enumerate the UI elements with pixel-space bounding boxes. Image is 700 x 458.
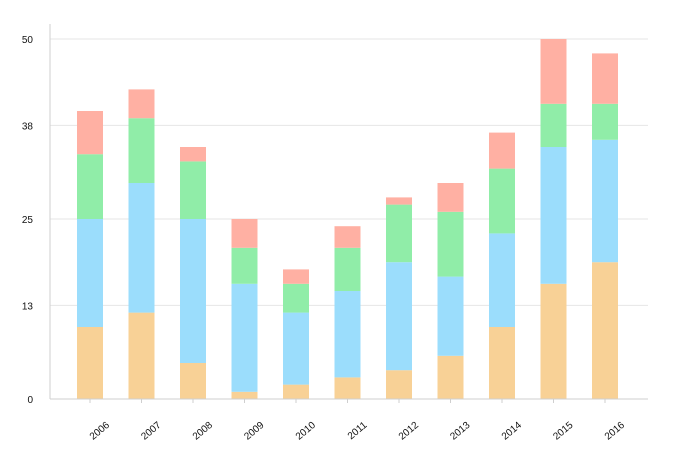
bar-segment-2009-s3	[231, 247, 258, 284]
bar-segment-2012-s1	[386, 370, 412, 399]
bar-segment-2011-s3	[334, 247, 361, 291]
bars	[77, 39, 618, 399]
bar-segment-2014-s4	[489, 132, 515, 169]
bar-segment-2010-s3	[283, 283, 309, 313]
x-tick-label: 2006	[88, 420, 112, 443]
bar-segment-2009-s1	[231, 391, 258, 399]
bar-segment-2013-s2	[437, 276, 464, 356]
bar-segment-2007-s1	[128, 312, 155, 399]
bar-segment-2008-s4	[180, 147, 206, 162]
bar-segment-2007-s2	[128, 183, 155, 313]
bar-segment-2006-s3	[77, 154, 103, 219]
bar-segment-2013-s3	[437, 211, 464, 277]
bar-segment-2012-s3	[386, 204, 412, 263]
bar-segment-2016-s4	[592, 53, 618, 104]
bar-segment-2006-s1	[77, 327, 103, 399]
bar-segment-2008-s1	[180, 363, 206, 399]
bar-segment-2010-s2	[283, 312, 309, 385]
y-tick-label: 25	[22, 215, 34, 226]
bar-segment-2013-s1	[437, 355, 464, 399]
x-tick-label: 2009	[242, 420, 266, 443]
bar-segment-2015-s3	[540, 103, 567, 147]
x-tick-label: 2015	[551, 420, 575, 443]
x-tick-label: 2008	[191, 420, 215, 443]
bar-segment-2016-s2	[592, 139, 618, 263]
bar-segment-2008-s2	[180, 219, 206, 363]
bar-segment-2015-s2	[540, 147, 567, 284]
bar-segment-2016-s1	[592, 262, 618, 399]
bar-segment-2006-s2	[77, 219, 103, 327]
bar-segment-2014-s1	[489, 327, 515, 399]
bar-segment-2010-s4	[283, 269, 309, 284]
bar-segment-2011-s1	[334, 377, 361, 399]
bar-segment-2009-s4	[231, 219, 258, 248]
y-tick-label: 38	[22, 121, 34, 132]
x-tick-label: 2014	[500, 420, 524, 443]
x-tick-label: 2011	[346, 420, 370, 443]
bar-segment-2014-s3	[489, 168, 515, 234]
bar-segment-2013-s4	[437, 183, 464, 212]
bar-segment-2011-s4	[334, 226, 361, 248]
x-tick-label: 2012	[397, 420, 421, 443]
bar-segment-2006-s4	[77, 111, 103, 155]
bar-segment-2015-s1	[540, 283, 567, 399]
y-tick-label: 13	[22, 301, 34, 312]
bar-segment-2008-s3	[180, 161, 206, 219]
bar-segment-2007-s4	[128, 89, 155, 119]
bar-segment-2015-s4	[540, 39, 567, 104]
x-tick-label: 2016	[603, 420, 627, 443]
bar-segment-2016-s3	[592, 103, 618, 140]
bar-segment-2012-s2	[386, 262, 412, 371]
x-tick-label: 2007	[139, 420, 163, 443]
axes	[49, 24, 648, 403]
y-tick-label: 0	[27, 395, 33, 406]
bar-segment-2009-s2	[231, 283, 258, 392]
y-tick-label: 50	[22, 35, 34, 46]
bar-segment-2010-s1	[283, 384, 309, 399]
x-tick-label: 2010	[294, 420, 318, 443]
bar-segment-2014-s2	[489, 233, 515, 327]
bar-segment-2011-s2	[334, 291, 361, 378]
bar-segment-2007-s3	[128, 118, 155, 183]
tick-labels: 0 13 25 38 50 2006 2007 2008 2009 2010 2011 2012 201…	[22, 35, 627, 443]
x-tick-label: 2013	[448, 420, 472, 443]
bar-segment-2012-s4	[386, 197, 412, 205]
